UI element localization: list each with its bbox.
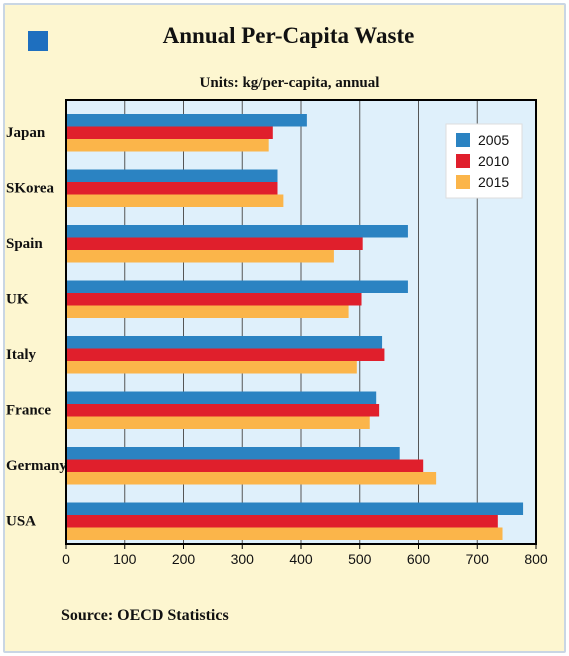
bar-2005-italy (66, 336, 383, 349)
bar-2005-germany (66, 447, 400, 460)
bar-2005-skorea (66, 169, 278, 182)
bar-2015-uk (66, 305, 349, 318)
bar-2010-usa (66, 515, 498, 528)
legend-swatch-2010 (456, 154, 470, 168)
x-tick-label: 300 (231, 551, 255, 567)
x-tick-label: 0 (62, 551, 70, 567)
category-label: UK (6, 292, 29, 308)
x-tick-label: 200 (172, 551, 196, 567)
legend-label-2010: 2010 (478, 153, 509, 169)
category-label: Japan (6, 125, 46, 141)
source-note: Source: OECD Statistics (61, 607, 229, 624)
bar-2010-germany (66, 459, 424, 472)
x-tick-label: 400 (289, 551, 313, 567)
bar-2010-skorea (66, 182, 278, 195)
x-tick-label: 600 (407, 551, 431, 567)
legend-swatch-2005 (456, 133, 470, 147)
bar-2015-japan (66, 139, 269, 152)
title-square-icon (28, 31, 48, 51)
bar-2005-spain (66, 225, 408, 238)
category-label: Spain (6, 236, 43, 252)
bar-2005-uk (66, 280, 408, 293)
bar-2010-italy (66, 348, 385, 361)
bar-2015-usa (66, 527, 503, 540)
x-tick-label: 800 (524, 551, 548, 567)
bar-2015-spain (66, 250, 334, 263)
bar-2015-germany (66, 472, 437, 485)
bar-2005-japan (66, 114, 307, 127)
bar-2005-usa (66, 502, 524, 515)
legend-label-2005: 2005 (478, 132, 509, 148)
bar-2015-france (66, 416, 370, 429)
category-label: SKorea (6, 181, 55, 197)
category-label: France (6, 403, 51, 419)
x-tick-label: 500 (348, 551, 372, 567)
category-label: Italy (6, 347, 37, 363)
category-label: USA (6, 514, 36, 530)
x-tick-label: 700 (466, 551, 490, 567)
bar-2015-italy (66, 361, 357, 374)
bar-2015-skorea (66, 194, 284, 207)
x-tick-label: 100 (113, 551, 137, 567)
bar-2010-japan (66, 126, 273, 139)
bar-2010-uk (66, 293, 362, 306)
bar-2010-spain (66, 237, 363, 250)
bar-2010-france (66, 404, 380, 417)
chart-title: Annual Per-Capita Waste (162, 23, 415, 48)
legend-label-2015: 2015 (478, 174, 509, 190)
category-label: Germany (6, 458, 67, 474)
bar-2005-france (66, 391, 377, 404)
units-subtitle: Units: kg/per-capita, annual (199, 75, 380, 91)
plot-border (65, 99, 537, 545)
legend-swatch-2015 (456, 175, 470, 189)
